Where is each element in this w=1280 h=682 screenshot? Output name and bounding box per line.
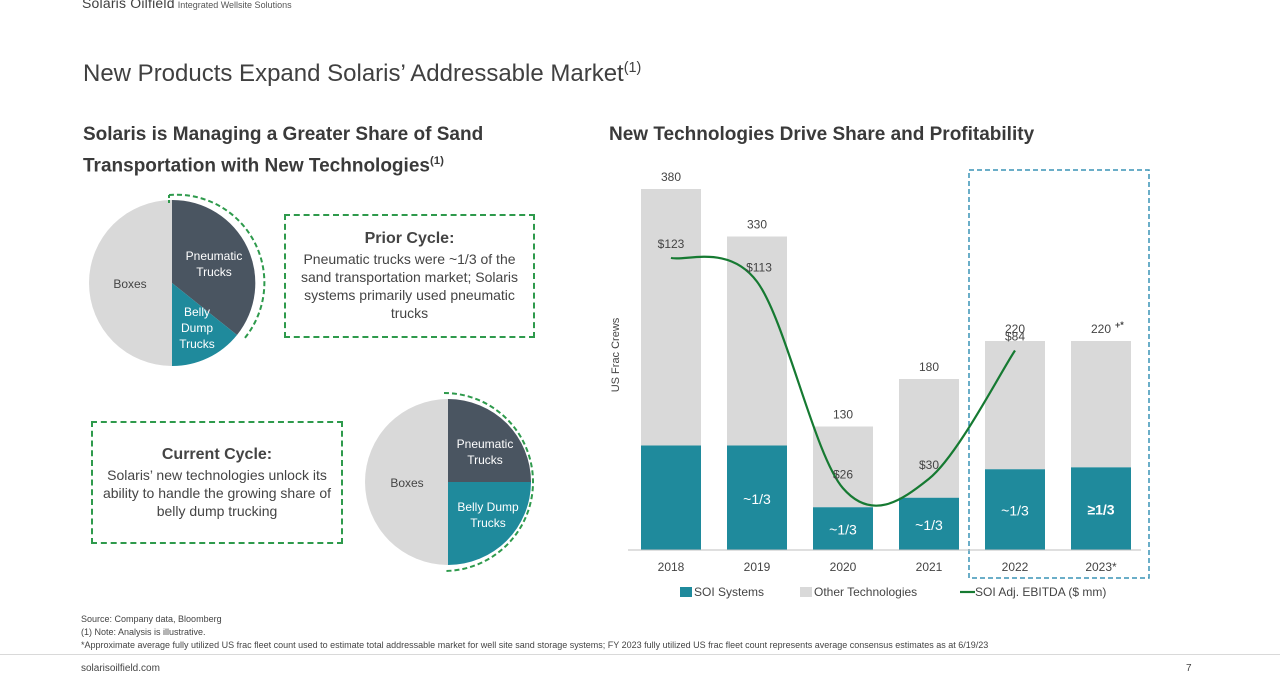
total-label-2018: 380 (661, 170, 681, 184)
footer-website: solarisoilfield.com (81, 663, 160, 674)
x-tick-2018: 2018 (658, 560, 685, 574)
current-cycle-title: Current Cycle: (161, 445, 273, 463)
soi-share-label-2023*: ≥1/3 (1087, 502, 1114, 518)
left-heading-line2: Transportation with New Technologies (83, 155, 430, 177)
current-pie-belly-label-1: Belly Dump (457, 500, 519, 514)
current-cycle-text: Solaris’ new technologies unlock its abi… (102, 466, 332, 519)
ebitda-label-2022: $84 (1005, 330, 1025, 344)
prior-cycle-title: Prior Cycle: (364, 230, 455, 247)
total-label-2023*: 220 (1091, 322, 1111, 336)
soi-share-label-2019: ~1/3 (743, 491, 771, 507)
prior-cycle-callout: Prior Cycle: Pneumatic trucks were ~1/3 … (284, 214, 535, 338)
bar-soi-2023* (1071, 467, 1131, 550)
total-suffix-2023*: +* (1115, 320, 1124, 330)
bar-other-2018 (641, 189, 701, 446)
brand-logo: Solaris Oilfield Integrated Wellsite Solu… (82, 0, 292, 11)
prior-pie-pneumatic-label-1: Pneumatic (186, 249, 243, 263)
prior-pie-belly-label-2: Dump (181, 321, 213, 335)
current-cycle-pie-chart: Boxes Pneumatic Trucks Belly Dump Trucks (365, 392, 534, 572)
left-heading-line1: Solaris is Managing a Greater Share of S… (83, 124, 484, 145)
highlight-box-2022-2023 (968, 169, 1150, 579)
current-pie-pneumatic-slice (448, 399, 531, 482)
page-title: New Products Expand Solaris’ Addressable… (83, 60, 641, 88)
soi-share-label-2022: ~1/3 (1001, 503, 1029, 519)
bar-soi-2020 (813, 507, 873, 550)
left-heading-line2-wrap: Transportation with New Technologies(1) (83, 148, 503, 179)
prior-cycle-pie-chart: Boxes Pneumatic Trucks Belly Dump Trucks (89, 193, 266, 367)
soi-share-label-2021: ~1/3 (915, 517, 943, 533)
page-title-text: New Products Expand Solaris’ Addressable… (83, 60, 624, 87)
current-pie-highlight-arc (443, 392, 534, 572)
current-pie-pneumatic-label-1: Pneumatic (457, 437, 514, 451)
prior-pie-pneumatic-label-2: Trucks (196, 265, 232, 279)
legend-swatch-soi (680, 587, 692, 597)
prior-pie-boxes-slice (89, 200, 172, 366)
brand-name: Solaris Oilfield (82, 0, 175, 11)
legend-swatch-other (800, 587, 812, 597)
note-1: (1) Note: Analysis is illustrative. (81, 627, 206, 637)
soi-share-label-2020: ~1/3 (829, 522, 857, 538)
left-section-heading: Solaris is Managing a Greater Share of S… (83, 122, 503, 179)
left-heading-footnote: (1) (429, 155, 444, 167)
page-number: 7 (1186, 663, 1192, 674)
total-label-2022: 220 (1005, 322, 1025, 336)
current-cycle-callout: Current Cycle: Solaris’ new technologies… (91, 421, 343, 544)
bar-soi-2018 (641, 445, 701, 550)
prior-pie-belly-label-1: Belly (184, 305, 210, 319)
ebitda-label-2021: $30 (919, 458, 939, 472)
current-pie-belly-label-2: Trucks (470, 516, 506, 530)
current-pie-boxes-slice (365, 399, 448, 565)
x-tick-2022: 2022 (1002, 560, 1029, 574)
ebitda-label-2019: $113 (746, 261, 772, 275)
current-pie-belly-dump-slice (448, 482, 531, 565)
total-label-2020: 130 (833, 408, 853, 422)
ebitda-labels: $123 $113 $26 $30 $84 (658, 237, 1026, 481)
bar-other-2022 (985, 341, 1045, 470)
right-section-heading: New Technologies Drive Share and Profita… (609, 124, 1035, 145)
bar-other-2023* (1071, 341, 1131, 468)
prior-pie-highlight-arc (168, 193, 266, 340)
footer-divider (0, 654, 1280, 655)
bar-other-2019 (727, 236, 787, 446)
current-pie-boxes-label: Boxes (390, 476, 423, 490)
bar-series: 380 2018 330 ~1/3 2019 130 ~1/3 2020 180 ~1/3 2021… (641, 170, 1131, 574)
ebitda-line (670, 255, 1016, 507)
bar-other-2020 (813, 426, 873, 508)
legend-label-ebitda: SOI Adj. EBITDA ($ mm) (975, 585, 1106, 599)
source-note: Source: Company data, Bloomberg (81, 614, 222, 624)
prior-pie-pneumatic-slice (172, 199, 256, 335)
prior-pie-belly-dump-slice (172, 283, 237, 367)
total-label-2019: 330 (747, 218, 767, 232)
prior-pie-boxes-label: Boxes (113, 277, 146, 291)
bar-soi-2019 (727, 445, 787, 550)
total-label-2021: 180 (919, 360, 939, 374)
chart-legend: SOI Systems Other Technologies SOI Adj. EB… (680, 585, 1106, 599)
legend-label-other: Other Technologies (814, 585, 917, 599)
ebitda-label-2018: $123 (658, 237, 685, 251)
y-axis-label: US Frac Crews (610, 317, 622, 392)
x-tick-2021: 2021 (916, 560, 943, 574)
bar-soi-2021 (899, 497, 959, 550)
note-2: *Approximate average fully utilized US f… (81, 640, 989, 650)
ebitda-label-2020: $26 (833, 467, 853, 481)
prior-pie-belly-label-3: Trucks (179, 337, 215, 351)
x-tick-2019: 2019 (744, 560, 771, 574)
x-tick-2023*: 2023* (1085, 560, 1117, 574)
page-title-footnote: (1) (623, 60, 642, 76)
frac-crews-chart: US Frac Crews 380 2018 330 ~1/3 2019 130 ~1/3 2… (610, 169, 1150, 599)
prior-cycle-text: Pneumatic trucks were ~1/3 of the sand t… (300, 251, 519, 321)
bar-soi-2022 (985, 469, 1045, 550)
x-tick-2020: 2020 (830, 560, 857, 574)
brand-tagline: Integrated Wellsite Solutions (177, 0, 292, 10)
legend-label-soi: SOI Systems (694, 585, 764, 599)
current-pie-pneumatic-label-2: Trucks (467, 453, 503, 467)
